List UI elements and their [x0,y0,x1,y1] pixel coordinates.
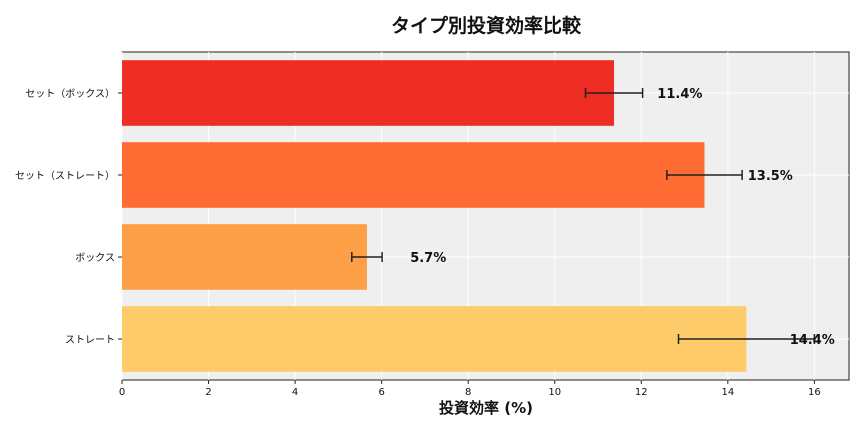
data-label: 13.5% [748,169,793,184]
x-tick-label: 10 [548,387,561,398]
bar [122,306,747,372]
y-tick-label: ボックス [75,252,115,264]
bar [122,142,705,208]
x-tick-label: 6 [378,387,384,398]
data-label: 5.7% [410,251,446,266]
chart-title: タイプ別投資効率比較 [391,14,582,37]
x-tick-label: 0 [119,387,125,398]
y-tick-label: セット（ボックス） [25,88,115,100]
x-axis: 0 2 4 6 8 10 12 14 16 [119,380,821,398]
x-tick-label: 8 [465,387,471,398]
x-tick-label: 12 [635,387,648,398]
bar [122,224,367,290]
x-tick-label: 2 [205,387,211,398]
y-tick-label: ストレート [65,335,115,346]
y-tick-label: セット（ストレート） [15,170,115,182]
bar [122,60,615,126]
data-label: 14.4% [790,333,835,348]
x-tick-label: 14 [721,387,734,398]
data-label: 11.4% [657,87,702,102]
x-tick-label: 4 [292,387,298,398]
x-tick-label: 16 [808,387,821,398]
x-axis-label: 投資効率 (%) [439,399,533,417]
bars: 11.4% 13.5% 5.7% 14.4% [122,60,835,372]
